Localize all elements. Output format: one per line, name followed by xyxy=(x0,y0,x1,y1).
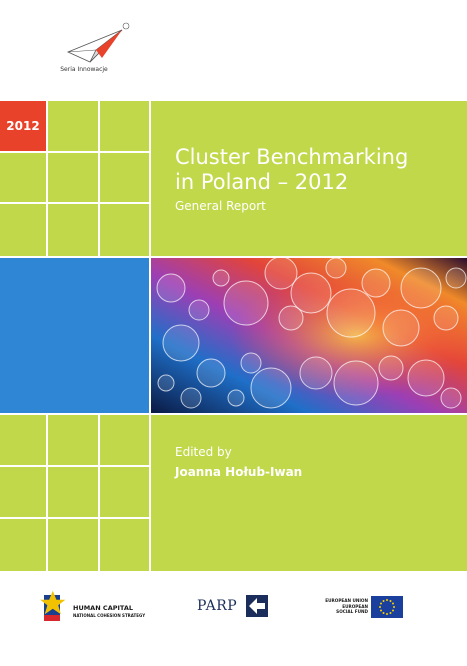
human-capital-title: HUMAN CAPITAL xyxy=(73,604,134,612)
parp-label: PARP xyxy=(197,598,238,614)
parp-logo-icon xyxy=(246,595,268,617)
eu-label: EUROPEAN UNION EUROPEAN SOCIAL FUND xyxy=(318,598,368,615)
editor-name: Joanna Hołub-Iwan xyxy=(175,465,303,479)
year-badge: 2012 xyxy=(0,101,46,151)
blue-panel xyxy=(0,258,149,413)
eu-line-3: SOCIAL FUND xyxy=(336,609,368,614)
series-label: Seria Innowacje xyxy=(60,66,108,73)
edited-by-label: Edited by xyxy=(175,445,232,459)
cover-subtitle: General Report xyxy=(175,199,266,213)
title-line-2: in Poland – 2012 xyxy=(175,170,349,194)
grid-line xyxy=(149,101,151,571)
grid-line xyxy=(0,202,151,204)
human-capital-subtitle: NATIONAL COHESION STRATEGY xyxy=(73,613,146,618)
human-capital-logo-icon xyxy=(40,589,72,623)
cover-title: Cluster Benchmarking in Poland – 2012 xyxy=(175,145,455,195)
grid-line xyxy=(0,151,151,153)
grid-line xyxy=(0,256,467,258)
grid-line xyxy=(0,517,151,519)
eu-flag-icon xyxy=(371,596,403,618)
eu-line-2: EUROPEAN xyxy=(342,603,368,609)
eu-line-1: EUROPEAN UNION xyxy=(325,598,368,603)
bokeh-circles-image xyxy=(151,258,467,413)
grid-line xyxy=(0,465,151,467)
paper-plane-logo-icon xyxy=(60,22,132,82)
title-line-1: Cluster Benchmarking xyxy=(175,145,409,169)
grid-line xyxy=(0,413,467,415)
